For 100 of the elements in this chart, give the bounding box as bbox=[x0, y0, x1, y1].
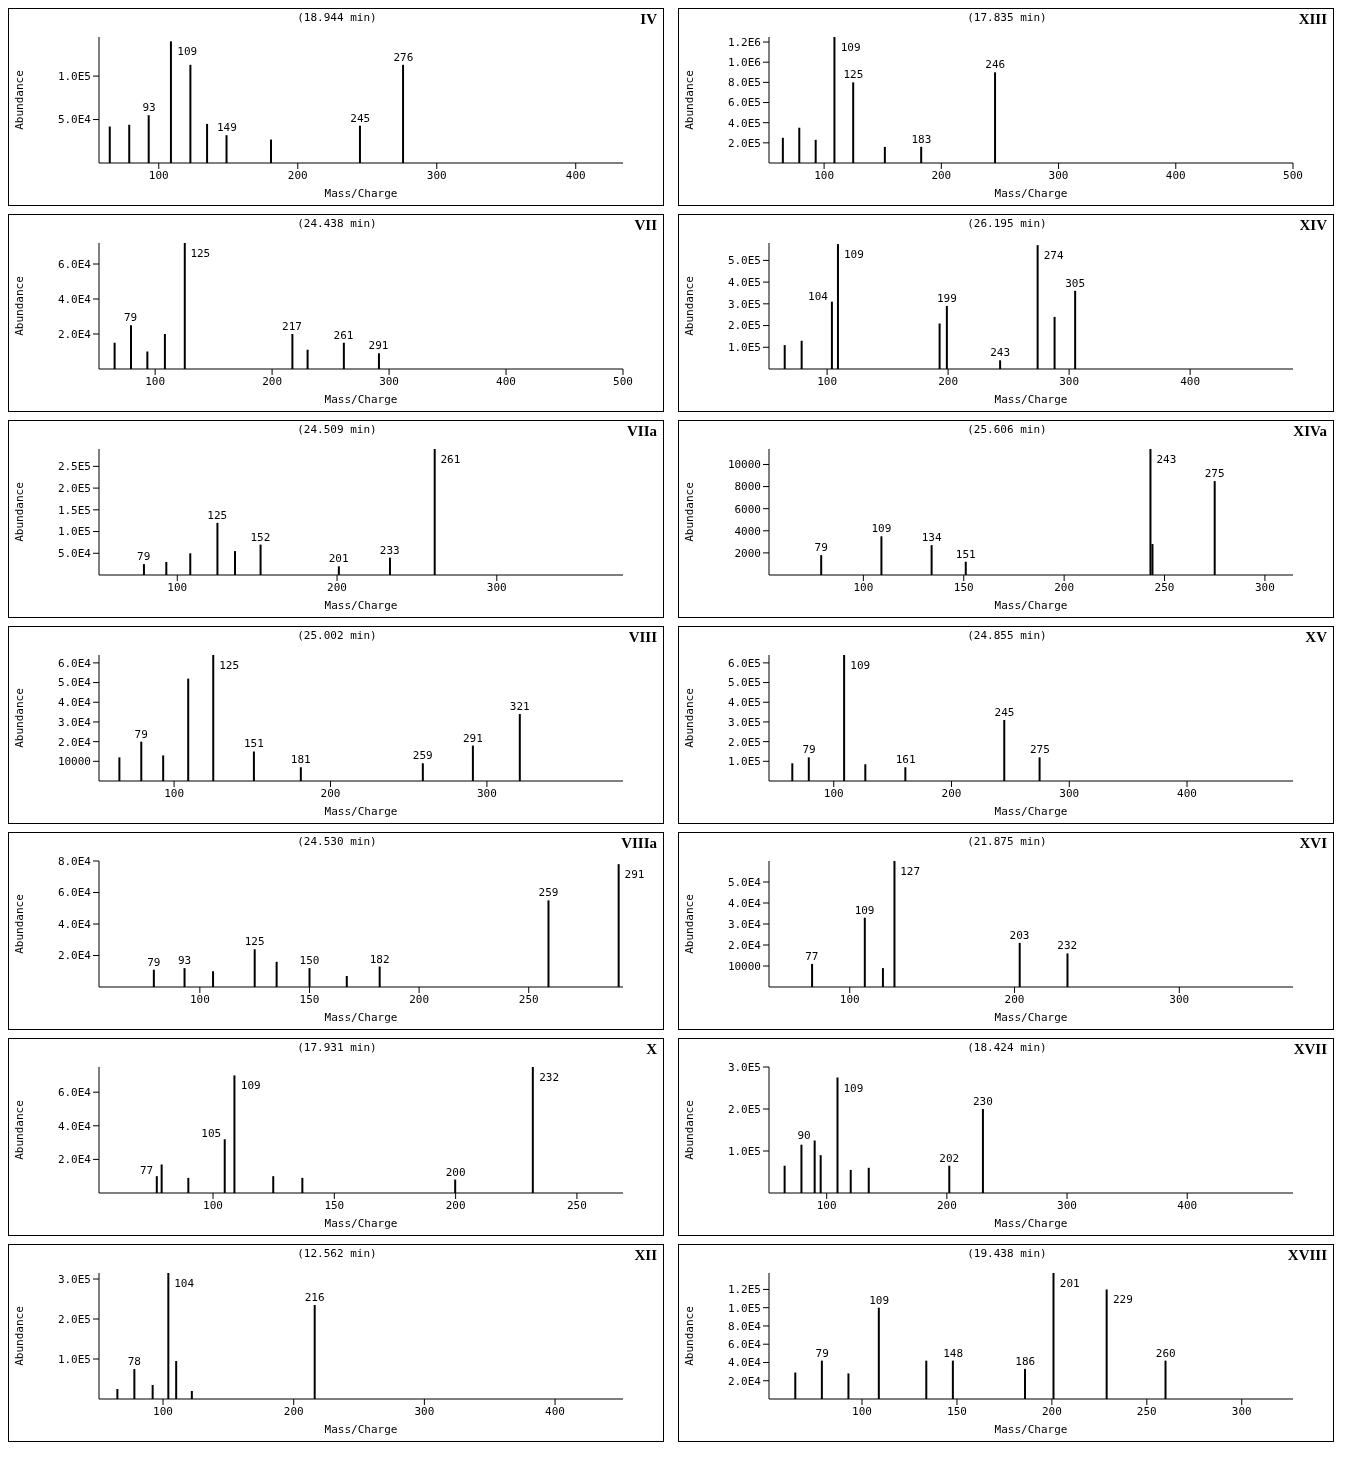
annotation: 201 bbox=[328, 552, 349, 566]
y-axis-title: Abundance bbox=[12, 70, 26, 130]
annotation: 260 bbox=[1155, 1346, 1176, 1360]
annotation: 203 bbox=[1009, 928, 1030, 942]
y-tick-label: 5.0E5 bbox=[727, 254, 761, 268]
y-axis-title: Abundance bbox=[12, 276, 26, 336]
y-axis-title: Abundance bbox=[682, 894, 696, 954]
x-tick-label: 300 bbox=[1169, 992, 1190, 1006]
y-tick-label: 3.0E5 bbox=[57, 1272, 91, 1286]
annotation: 274 bbox=[1043, 249, 1064, 263]
annotation: 259 bbox=[412, 749, 433, 763]
annotation: 109 bbox=[869, 1293, 890, 1307]
y-tick-label: 2.0E4 bbox=[727, 938, 762, 952]
x-axis-title: Mass/Charge bbox=[994, 187, 1068, 200]
y-tick-label: 2.0E4 bbox=[57, 327, 92, 341]
x-tick-label: 300 bbox=[379, 374, 400, 388]
x-axis-title: Mass/Charge bbox=[324, 599, 398, 612]
annotation: 134 bbox=[921, 531, 942, 545]
annotation: 150 bbox=[299, 954, 320, 968]
y-tick-label: 6.0E5 bbox=[727, 96, 761, 110]
x-tick-label: 100 bbox=[823, 786, 844, 800]
x-axis-title: Mass/Charge bbox=[324, 1011, 398, 1024]
x-tick-label: 100 bbox=[814, 168, 835, 182]
x-tick-label: 400 bbox=[1177, 1198, 1198, 1212]
x-tick-label: 100 bbox=[189, 992, 210, 1006]
y-axis-title: Abundance bbox=[682, 1100, 696, 1160]
x-axis-title: Mass/Charge bbox=[324, 1423, 398, 1436]
y-tick-label: 1.0E5 bbox=[727, 1144, 761, 1158]
annotation: 305 bbox=[1065, 276, 1086, 290]
x-tick-label: 250 bbox=[1154, 580, 1175, 594]
x-tick-label: 400 bbox=[565, 168, 586, 182]
annotation: 127 bbox=[900, 865, 921, 878]
x-tick-label: 250 bbox=[566, 1198, 587, 1212]
annotation: 125 bbox=[843, 68, 864, 82]
y-tick-label: 2.0E5 bbox=[727, 136, 761, 150]
annotation: 109 bbox=[854, 903, 875, 917]
y-tick-label: 3.0E5 bbox=[727, 1060, 761, 1074]
annotation: 79 bbox=[802, 743, 816, 757]
annotation: 77 bbox=[139, 1164, 154, 1178]
y-tick-label: 5.0E4 bbox=[57, 676, 92, 690]
chart-title: (24.530 min) bbox=[297, 835, 377, 848]
x-tick-label: 200 bbox=[287, 168, 308, 182]
annotation: 104 bbox=[808, 289, 829, 303]
annotation: 78 bbox=[127, 1355, 141, 1368]
annotation: 152 bbox=[250, 530, 271, 544]
annotation: 79 bbox=[147, 955, 161, 969]
text: XIV bbox=[1299, 217, 1327, 234]
text: VIII bbox=[628, 629, 657, 646]
y-tick-label: 4.0E4 bbox=[727, 896, 762, 910]
annotation: 105 bbox=[201, 1127, 222, 1141]
x-tick-label: 100 bbox=[853, 580, 874, 594]
chart-title: (26.195 min) bbox=[967, 217, 1047, 230]
annotation: 90 bbox=[797, 1128, 811, 1142]
y-tick-label: 5.0E4 bbox=[57, 113, 92, 127]
y-tick-label: 2.0E4 bbox=[57, 949, 92, 963]
y-tick-label: 6.0E4 bbox=[727, 1338, 762, 1352]
y-tick-label: 6.0E4 bbox=[57, 656, 92, 670]
x-tick-label: 400 bbox=[545, 1404, 565, 1418]
annotation: 151 bbox=[243, 737, 264, 751]
y-tick-label: 10000 bbox=[57, 755, 91, 769]
x-tick-label: 100 bbox=[153, 1404, 173, 1418]
text: XIII bbox=[1298, 11, 1327, 28]
y-tick-label: 4.0E4 bbox=[57, 917, 92, 931]
annotation: 182 bbox=[369, 952, 390, 966]
x-tick-label: 100 bbox=[839, 992, 860, 1006]
x-axis-title: Mass/Charge bbox=[324, 187, 398, 200]
x-tick-label: 200 bbox=[941, 786, 962, 800]
annotation: 151 bbox=[955, 547, 976, 561]
x-tick-label: 200 bbox=[445, 1198, 466, 1212]
y-axis-title: Abundance bbox=[12, 1306, 26, 1366]
annotation: 125 bbox=[244, 935, 265, 949]
annotation: 161 bbox=[895, 753, 916, 767]
x-axis-title: Mass/Charge bbox=[994, 1423, 1068, 1436]
annotation: 229 bbox=[1112, 1293, 1133, 1307]
chart-title: (24.438 min) bbox=[297, 217, 377, 230]
x-axis-title: Mass/Charge bbox=[324, 393, 398, 406]
text: VIIIa bbox=[621, 835, 657, 852]
x-tick-label: 200 bbox=[283, 1404, 304, 1418]
y-tick-label: 2.5E5 bbox=[57, 460, 91, 474]
text: XVI bbox=[1299, 835, 1327, 852]
y-tick-label: 1.0E5 bbox=[57, 1352, 91, 1366]
x-tick-label: 300 bbox=[486, 580, 507, 594]
annotation: 245 bbox=[994, 705, 1015, 719]
y-tick-label: 1.2E6 bbox=[727, 35, 761, 49]
y-axis-title: Abundance bbox=[12, 1100, 26, 1160]
annotation: 109 bbox=[177, 45, 198, 59]
y-tick-label: 10000 bbox=[727, 458, 761, 472]
y-tick-label: 6.0E4 bbox=[57, 886, 92, 900]
x-tick-label: 100 bbox=[817, 374, 838, 388]
y-tick-label: 4.0E4 bbox=[57, 696, 92, 710]
x-tick-label: 200 bbox=[1004, 992, 1025, 1006]
annotation: 243 bbox=[1156, 453, 1177, 466]
annotation: 109 bbox=[843, 1081, 864, 1095]
annotation: 232 bbox=[539, 1071, 560, 1084]
x-tick-label: 400 bbox=[496, 374, 516, 388]
y-tick-label: 1.0E5 bbox=[727, 1301, 761, 1315]
x-tick-label: 300 bbox=[1254, 580, 1275, 594]
annotation: 183 bbox=[911, 132, 932, 146]
text: XII bbox=[634, 1247, 657, 1264]
x-tick-label: 300 bbox=[1057, 1198, 1077, 1212]
